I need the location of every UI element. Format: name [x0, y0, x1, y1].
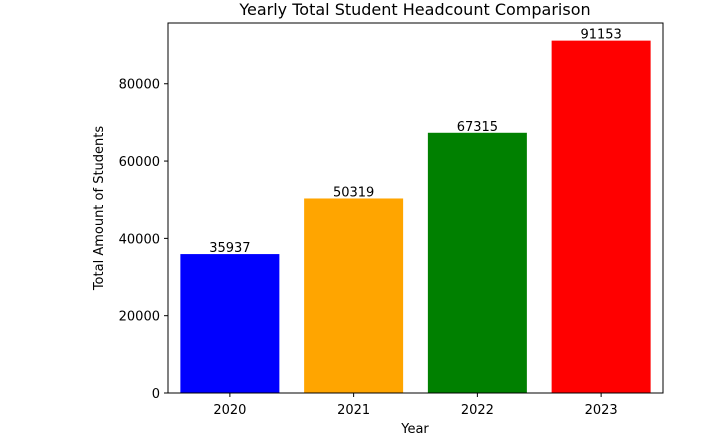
data-label-2020: 35937 [209, 241, 250, 256]
data-label-2022: 67315 [457, 120, 498, 135]
data-label-2023: 91153 [580, 28, 621, 43]
x-tick-label-2023: 2023 [585, 403, 618, 418]
data-label-2021: 50319 [333, 185, 374, 200]
y-tick-label-60000: 60000 [119, 155, 160, 170]
data-labels-group: 35937 50319 67315 91153 [209, 28, 622, 256]
plot-frame [167, 22, 664, 394]
y-axis: 0 20000 40000 60000 80000 [119, 78, 168, 402]
x-tick-label-2020: 2020 [213, 403, 246, 418]
x-axis: 2020 2021 2022 2023 [213, 393, 618, 418]
bar-2023 [551, 40, 651, 394]
chart-title: Yearly Total Student Headcount Compariso… [238, 0, 590, 19]
x-tick-label-2021: 2021 [337, 403, 370, 418]
x-axis-label: Year [400, 422, 429, 437]
x-tick-label-2022: 2022 [461, 403, 494, 418]
bar-2022 [427, 132, 527, 393]
bar-2021 [304, 198, 404, 393]
y-tick-label-40000: 40000 [119, 232, 160, 247]
y-tick-label-80000: 80000 [119, 78, 160, 93]
y-axis-label: Total Amount of Students [92, 126, 107, 292]
bars-group [180, 40, 651, 394]
bar-2020 [180, 254, 280, 393]
y-tick-label-0: 0 [152, 387, 160, 402]
y-tick-label-20000: 20000 [119, 310, 160, 325]
